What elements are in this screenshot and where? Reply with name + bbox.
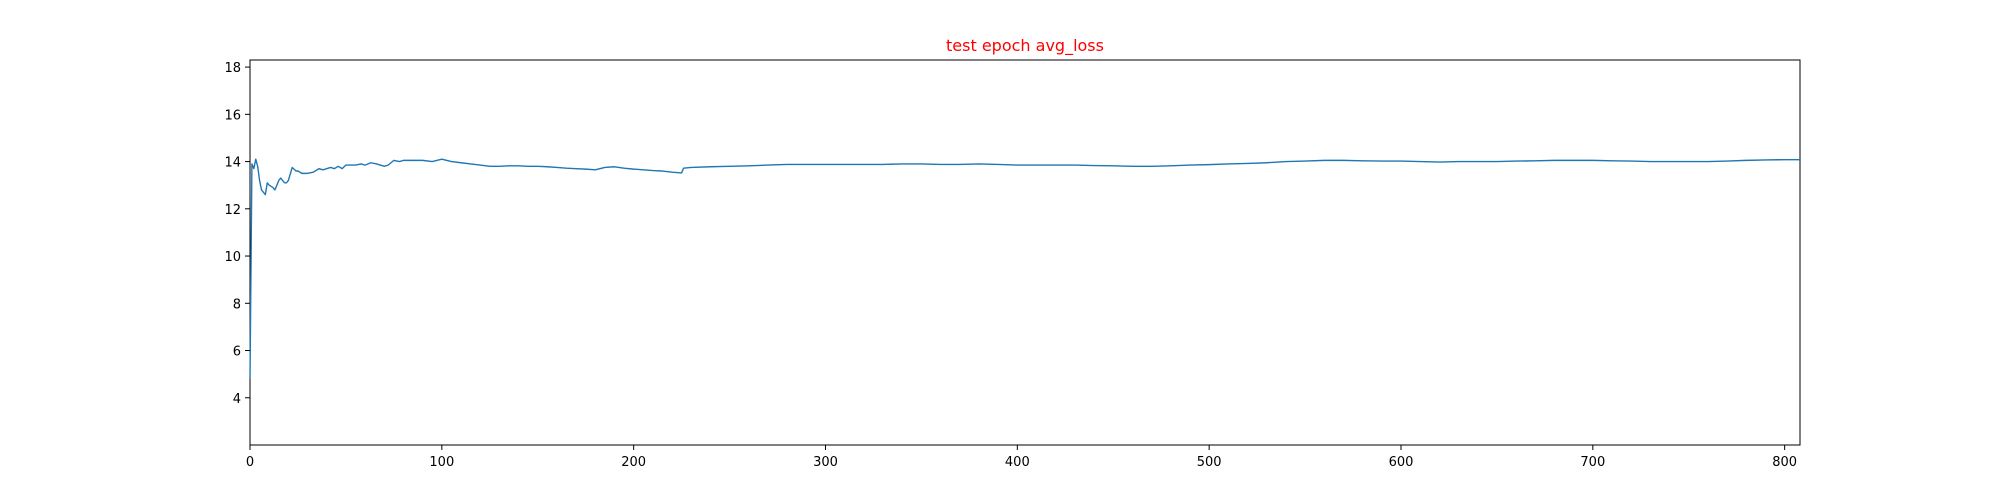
series-layer — [249, 158, 1800, 379]
x-tick-label: 800 — [1772, 455, 1797, 470]
y-tick-label: 8 — [233, 297, 241, 312]
y-tick-label: 16 — [224, 108, 241, 123]
x-tick-label: 0 — [246, 455, 254, 470]
x-tick-label: 600 — [1389, 455, 1414, 470]
y-tick-label: 12 — [224, 203, 241, 218]
x-tick-label: 500 — [1197, 455, 1222, 470]
y-tick-label: 6 — [233, 345, 241, 360]
y-axis: 4 6 8 10 12 14 16 18 — [224, 61, 250, 407]
x-tick-label: 700 — [1580, 455, 1605, 470]
x-tick-label: 400 — [1005, 455, 1030, 470]
plot-area: 0 100 200 300 400 500 600 700 800 4 6 8 10 12 14 16 18 — [224, 59, 1801, 470]
x-tick-label: 200 — [621, 455, 646, 470]
plot-frame — [249, 59, 1801, 446]
y-tick-label: 4 — [233, 392, 241, 407]
x-axis: 0 100 200 300 400 500 600 700 800 — [246, 445, 1797, 470]
chart-title: test epoch avg_loss — [946, 36, 1104, 56]
y-tick-label: 14 — [224, 156, 241, 171]
y-tick-label: 18 — [224, 61, 241, 76]
x-tick-label: 300 — [813, 455, 838, 470]
series-line-0 — [249, 158, 1800, 379]
y-tick-label: 10 — [224, 250, 241, 265]
x-tick-label: 100 — [429, 455, 454, 470]
